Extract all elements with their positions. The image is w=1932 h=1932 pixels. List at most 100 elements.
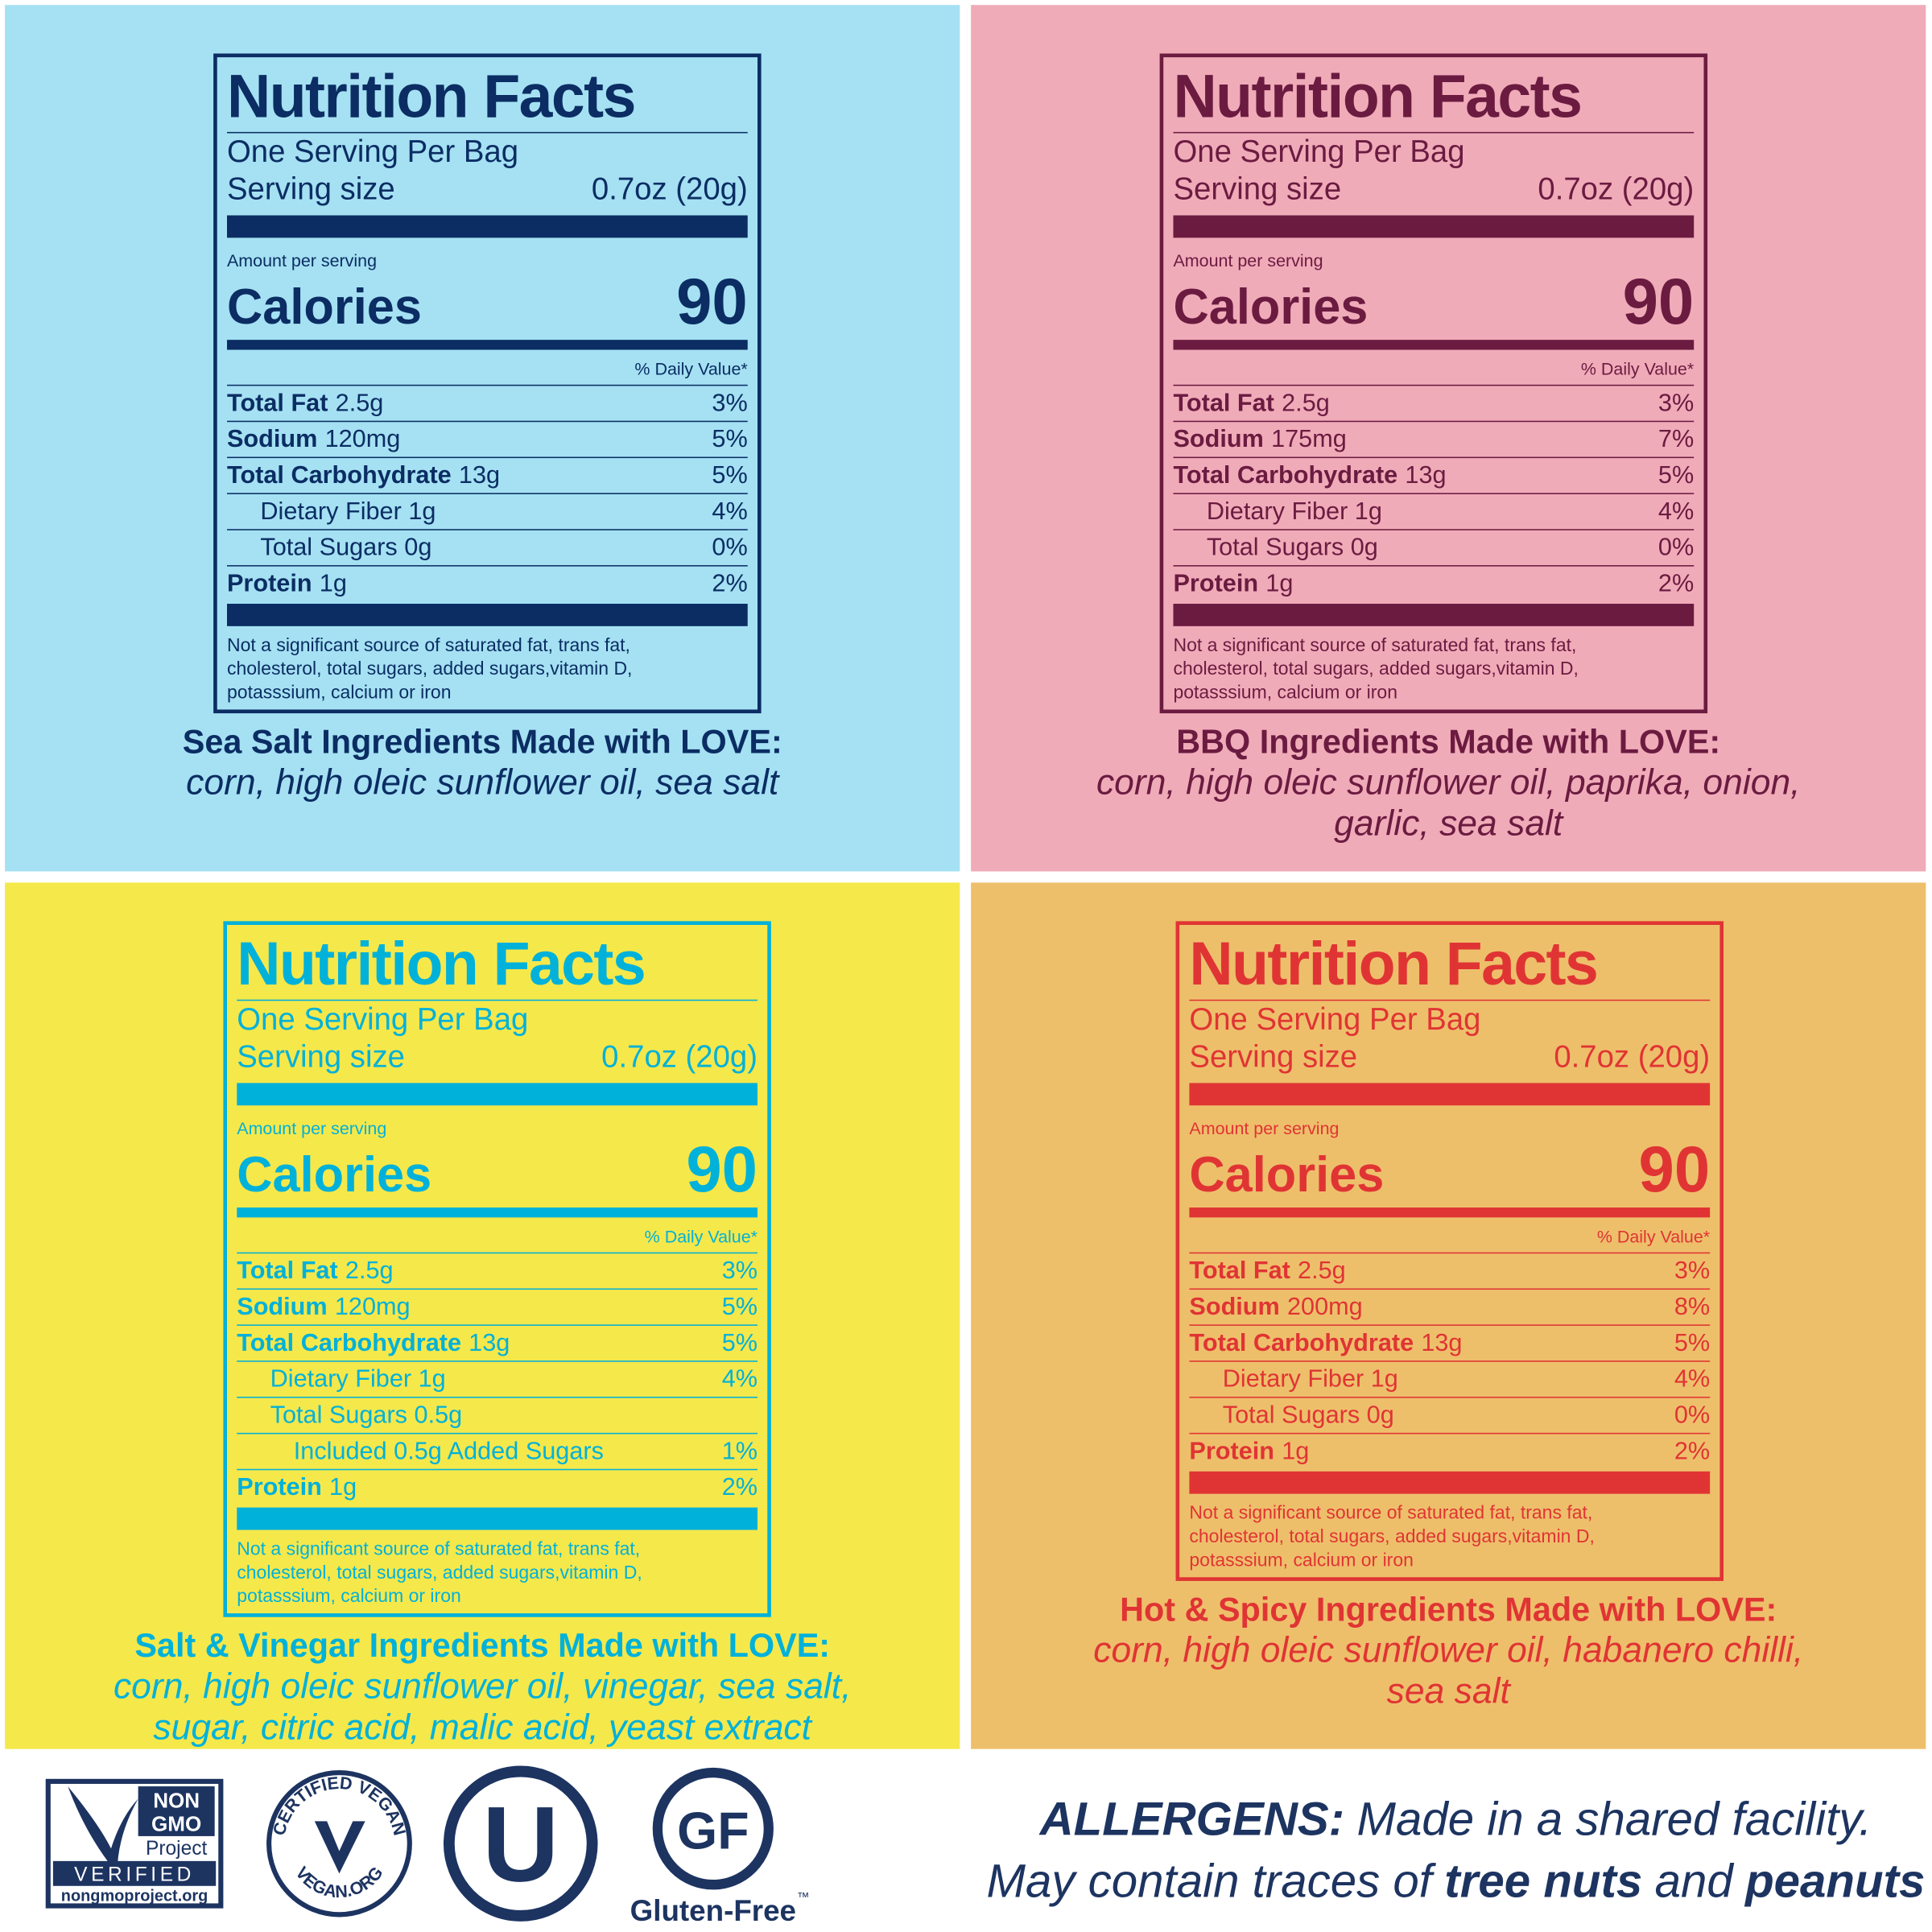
nutrient-name: Total Fat xyxy=(237,1257,338,1285)
ingredients: Salt & Vinegar Ingredients Made with LOV… xyxy=(5,1624,960,1749)
nutrient: Sodium 120mg xyxy=(227,422,400,456)
daily-value: 3% xyxy=(712,390,748,418)
daily-value: 1% xyxy=(721,1438,758,1466)
allergens-line: May contain traces of tree nuts and peanuts xyxy=(938,1851,1932,1913)
nutrient: Total Fat 2.5g xyxy=(1173,386,1329,420)
amount-label: Amount per serving xyxy=(1173,250,1323,270)
nutrient-rows: Total Fat 2.5g 3% Sodium 120mg 5% Total Carboh… xyxy=(226,386,748,601)
nutrition-label: Nutrition Facts One Serving Per Bag Servin… xyxy=(1175,921,1724,1581)
serving-size-label: Serving size xyxy=(226,171,395,207)
allergens-text: May contain traces of xyxy=(986,1856,1432,1909)
daily-value: 5% xyxy=(1674,1329,1711,1357)
nutrient-row: Total Carbohydrate 13g 5% xyxy=(1189,1326,1711,1362)
nutrient: Total Sugars 0g xyxy=(227,530,431,565)
nutrition-label: Nutrition Facts One Serving Per Bag Servin… xyxy=(1159,53,1708,714)
nutrient: Dietary Fiber 1g xyxy=(1189,1362,1398,1397)
ingredients-line: sugar, citric acid, malic acid, yeast ex… xyxy=(153,1707,812,1748)
footnote: Not a significant source of saturated fa… xyxy=(237,1533,758,1608)
kosher-ring xyxy=(443,1765,598,1922)
nutrient-amount: 2.5g xyxy=(1298,1257,1346,1285)
serving-size-label: Serving size xyxy=(1173,171,1342,207)
nutrient: Total Sugars 0.5g xyxy=(237,1398,463,1433)
calories-row: Calories 90 xyxy=(227,270,748,335)
serving-size: 0.7oz (20g) xyxy=(591,171,748,207)
daily-value-label: % Daily Value* xyxy=(1173,350,1695,386)
nutrient-amount: 13g xyxy=(469,1329,510,1357)
daily-value: 3% xyxy=(1657,390,1695,418)
nutrient-name: Total Carbohydrate xyxy=(226,461,452,489)
footnote-line: cholesterol, total sugars, added sugars,… xyxy=(1189,1525,1595,1548)
nutrient-row: Protein 1g 2% xyxy=(1173,567,1694,601)
nutrition-label: Nutrition Facts One Serving Per Bag Servin… xyxy=(223,921,771,1617)
daily-value: 4% xyxy=(1657,497,1695,526)
amount-label: Amount per serving xyxy=(1189,1117,1340,1138)
nutrient-amount: 200mg xyxy=(1286,1293,1363,1321)
nutrient: Total Carbohydrate 13g xyxy=(1173,458,1446,493)
nutrient: Dietary Fiber 1g xyxy=(227,494,436,529)
nutrient-amount: 2.5g xyxy=(1282,390,1330,418)
nutrient-row: Total Fat 2.5g 3% xyxy=(237,1253,758,1290)
nutrient-row: Total Fat 2.5g 3% xyxy=(1173,386,1695,423)
allergens-label: ALLERGENS: xyxy=(1039,1794,1345,1847)
footnote: Not a significant source of saturated fa… xyxy=(1189,1496,1710,1572)
nutrient: Total Carbohydrate 13g xyxy=(237,1326,510,1360)
nutrient: Included 0.5g Added Sugars xyxy=(237,1434,604,1468)
gf-ring xyxy=(652,1767,774,1890)
nutrient-row: Dietary Fiber 1g 4% xyxy=(1173,494,1695,530)
nutrient-amount: 1g xyxy=(319,570,347,598)
daily-value: 0% xyxy=(1657,534,1695,562)
label-title: Nutrition Facts xyxy=(226,62,748,134)
nutrient: Protein 1g xyxy=(227,567,347,601)
nutrient-row: Sodium 120mg 5% xyxy=(237,1290,758,1326)
daily-value: 4% xyxy=(721,1365,758,1393)
daily-value: 5% xyxy=(712,461,748,489)
footer: NON GMO Project VERIFIED nongmoproject.o… xyxy=(0,1749,1932,1932)
nutrient-name: Sodium xyxy=(237,1293,328,1321)
thick-bar xyxy=(226,603,748,626)
nutrient-name: Protein xyxy=(1173,570,1259,598)
nutrient-amount: 13g xyxy=(1405,461,1447,489)
thick-bar xyxy=(226,215,748,238)
ingredients-heading: Salt & Vinegar Ingredients Made with LOV… xyxy=(134,1627,831,1665)
daily-value: 3% xyxy=(721,1257,758,1285)
footnote-line: potasssium, calcium or iron xyxy=(1173,682,1397,704)
daily-value: 2% xyxy=(1674,1438,1711,1466)
footnote-line: Not a significant source of saturated fa… xyxy=(237,1538,641,1560)
serving-size: 0.7oz (20g) xyxy=(601,1039,758,1075)
calories: 90 xyxy=(676,266,748,339)
footnote-line: potasssium, calcium or iron xyxy=(226,682,452,704)
nutrient-amount: 13g xyxy=(458,461,501,489)
calories: 90 xyxy=(1638,1133,1711,1207)
nutrient-rows: Total Fat 2.5g 3% Sodium 120mg 5% Total Carboh… xyxy=(237,1253,758,1505)
nutrient-row: Sodium 120mg 5% xyxy=(226,422,748,459)
nutrient: Total Fat 2.5g xyxy=(1189,1253,1345,1288)
allergens-bold: tree nuts xyxy=(1444,1856,1643,1909)
nutrient-name: Total Sugars 0.5g xyxy=(270,1402,463,1430)
non-gmo-block xyxy=(138,1786,215,1836)
nutrient: Total Sugars 0g xyxy=(1173,530,1378,565)
thick-bar xyxy=(1189,1471,1711,1494)
non-gmo-frame xyxy=(45,1778,224,1909)
ingredients-line: corn, high oleic sunflower oil, habanero… xyxy=(1093,1630,1804,1671)
calories-label: Calories xyxy=(226,279,422,335)
flavor-panel: Nutrition Facts One Serving Per Bag Servin… xyxy=(971,882,1926,1749)
nutrient-row: Total Carbohydrate 13g 5% xyxy=(226,458,748,494)
nutrient-row: Sodium 175mg 7% xyxy=(1173,422,1695,459)
ingredients: Sea Salt Ingredients Made with LOVE: corn… xyxy=(5,720,960,804)
nutrient-name: Total Sugars 0g xyxy=(260,534,432,562)
nutrient: Total Fat 2.5g xyxy=(237,1253,393,1288)
nutrition-label: Nutrition Facts One Serving Per Bag Servin… xyxy=(213,53,762,714)
nutrient-amount: 175mg xyxy=(1271,425,1347,453)
non-gmo-text: GMO xyxy=(151,1812,201,1836)
thick-bar xyxy=(1189,1083,1711,1106)
ingredients-heading: Sea Salt Ingredients Made with LOVE: xyxy=(182,723,782,761)
calories-row: Calories 90 xyxy=(1189,1137,1710,1202)
nutrient: Total Carbohydrate 13g xyxy=(227,458,500,493)
serving-size-label: Serving size xyxy=(1189,1039,1358,1075)
nutrient-name: Dietary Fiber 1g xyxy=(270,1365,446,1393)
serving-size-row: Serving size 0.7oz (20g) xyxy=(237,1038,758,1075)
flavor-panel: Nutrition Facts One Serving Per Bag Servin… xyxy=(5,5,960,872)
nutrient-name: Total Fat xyxy=(1189,1257,1290,1285)
vegan-arc-text: CERTIFIED VEGAN xyxy=(269,1773,411,1838)
footnote-line: Not a significant source of saturated fa… xyxy=(1173,634,1577,656)
